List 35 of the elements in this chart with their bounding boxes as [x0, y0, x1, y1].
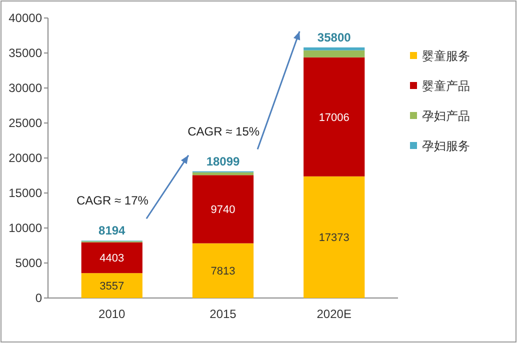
data-label: 9740 — [210, 204, 236, 216]
y-tick-label: 40000 — [8, 11, 42, 25]
y-tick-label: 5000 — [15, 256, 42, 270]
y-tick-label: 10000 — [8, 221, 42, 235]
bar — [304, 50, 365, 58]
legend-label: 婴童产品 — [422, 79, 470, 93]
y-tick-label: 35000 — [8, 46, 42, 60]
x-tick-label: 2010 — [98, 307, 126, 321]
bar — [304, 176, 365, 298]
bar — [304, 47, 365, 50]
data-label: 4403 — [100, 252, 124, 265]
bar — [81, 242, 142, 274]
x-tick-label: 2020E — [316, 307, 352, 321]
data-label: 17373 — [318, 232, 350, 244]
legend-label: 孕妇服务 — [422, 139, 470, 153]
data-label: 7813 — [210, 266, 236, 278]
total-label: 8194 — [98, 224, 126, 238]
annotation: CAGR ≈ 15% — [188, 124, 260, 138]
y-tick-label: 30000 — [8, 81, 42, 95]
legend-label: 婴童服务 — [422, 49, 470, 63]
x-tick-label: 2015 — [210, 307, 237, 321]
bar — [192, 175, 254, 244]
bar — [304, 57, 365, 176]
data-label: 17006 — [318, 112, 350, 124]
total-label: 18099 — [206, 154, 240, 168]
total-label: 35800 — [317, 30, 352, 44]
bar — [192, 243, 254, 298]
annotation: CAGR ≈ 17% — [76, 194, 149, 208]
legend-label: 孕妇产品 — [422, 109, 470, 123]
y-tick-label: 0 — [35, 291, 42, 305]
y-tick-label: 20000 — [8, 151, 42, 165]
data-label: 3557 — [100, 280, 124, 293]
bar — [81, 273, 142, 298]
y-tick-label: 15000 — [8, 186, 42, 200]
y-tick-label: 25000 — [8, 116, 42, 130]
